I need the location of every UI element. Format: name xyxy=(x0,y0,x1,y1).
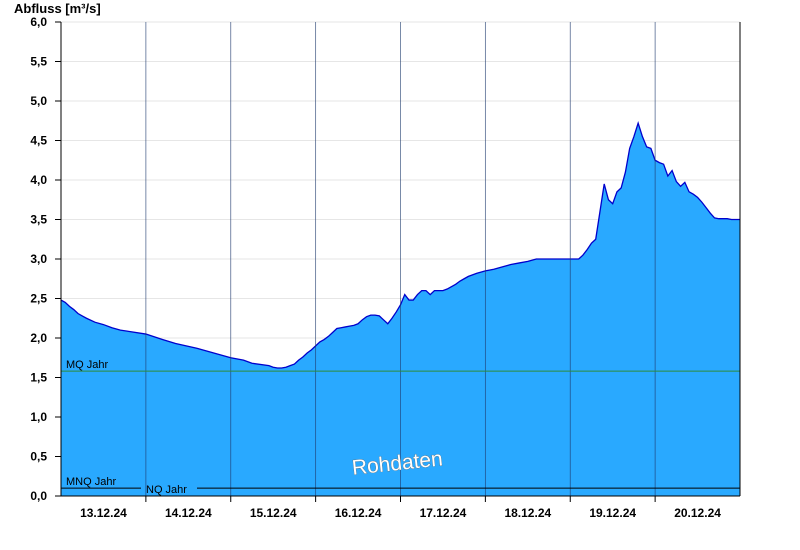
y-tick-label: 5,0 xyxy=(30,94,47,108)
day-separators xyxy=(145,22,656,496)
x-tick-label: 20.12.24 xyxy=(674,506,721,520)
y-tick-label: 4,0 xyxy=(30,173,47,187)
y-tick-label: 3,0 xyxy=(30,252,47,266)
x-tick-label: 16.12.24 xyxy=(335,506,382,520)
discharge-line xyxy=(60,120,740,369)
y-tick-label: 2,5 xyxy=(30,292,47,306)
x-tick-label: 19.12.24 xyxy=(589,506,636,520)
y-axis-label: Abfluss [m³/s] xyxy=(14,1,101,16)
x-tick-label: 18.12.24 xyxy=(504,506,551,520)
y-tick-label: 1,0 xyxy=(30,410,47,424)
x-tick-label: 13.12.24 xyxy=(80,506,127,520)
y-axis-ticks: 0,0 0,5 1,0 1,5 2,0 2,5 3,0 3,5 4,0 4,5 5,0 5,5 6,0 xyxy=(30,15,61,503)
y-tick-label: 0,0 xyxy=(30,489,47,503)
y-tick-label: 6,0 xyxy=(30,15,47,29)
y-tick-label: 0,5 xyxy=(30,450,47,464)
mq-label: MQ Jahr xyxy=(66,359,109,371)
y-tick-label: 1,5 xyxy=(30,371,47,385)
mnq-label: MNQ Jahr xyxy=(66,476,116,488)
y-tick-label: 3,5 xyxy=(30,213,47,227)
nq-label: NQ Jahr xyxy=(146,484,187,496)
x-tick-label: 15.12.24 xyxy=(250,506,297,520)
x-axis-ticks: 13.12.24 14.12.24 15.12.24 16.12.24 17.12.24… xyxy=(80,496,721,520)
y-tick-label: 4,5 xyxy=(30,134,47,148)
reference-lines: MQ Jahr MNQ Jahr NQ Jahr xyxy=(61,359,740,496)
x-tick-label: 17.12.24 xyxy=(420,506,467,520)
y-tick-label: 2,0 xyxy=(30,331,47,345)
x-tick-label: 14.12.24 xyxy=(165,506,212,520)
y-tick-label: 5,5 xyxy=(30,55,47,69)
